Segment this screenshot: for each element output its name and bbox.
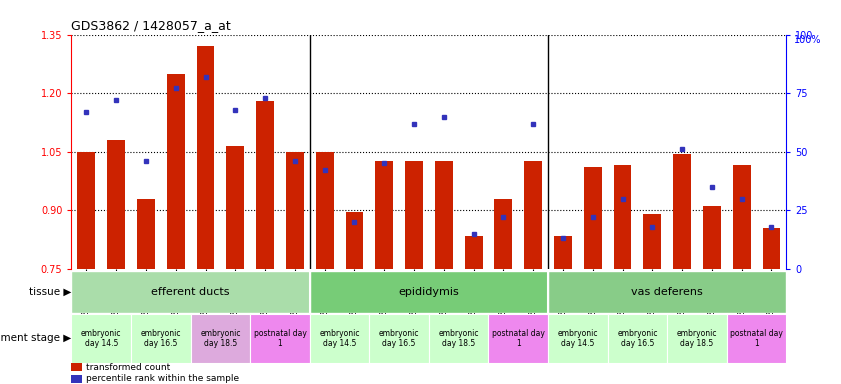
Bar [251, 314, 309, 363]
Text: embryonic
day 18.5: embryonic day 18.5 [438, 329, 479, 348]
Bar [727, 314, 786, 363]
Bar [667, 314, 727, 363]
Text: postnatal day
1: postnatal day 1 [730, 329, 783, 348]
Bar [733, 166, 750, 269]
Text: postnatal day
1: postnatal day 1 [492, 329, 545, 348]
Bar [584, 167, 601, 269]
Bar [226, 146, 244, 269]
Bar [71, 375, 82, 383]
Bar [763, 228, 780, 269]
Bar [71, 363, 82, 371]
Bar [167, 74, 185, 269]
Text: embryonic
day 16.5: embryonic day 16.5 [379, 329, 420, 348]
Text: tissue ▶: tissue ▶ [29, 287, 71, 297]
Text: embryonic
day 14.5: embryonic day 14.5 [81, 329, 121, 348]
Text: embryonic
day 18.5: embryonic day 18.5 [677, 329, 717, 348]
Bar [191, 314, 251, 363]
Bar [369, 314, 429, 363]
Bar [495, 199, 512, 269]
Text: GDS3862 / 1428057_a_at: GDS3862 / 1428057_a_at [71, 19, 231, 32]
Bar [309, 314, 369, 363]
Bar [309, 271, 548, 313]
Bar [405, 161, 423, 269]
Text: epididymis: epididymis [399, 287, 459, 297]
Text: embryonic
day 14.5: embryonic day 14.5 [320, 329, 360, 348]
Bar [703, 206, 721, 269]
Bar [286, 152, 304, 269]
Bar [107, 140, 125, 269]
Text: 100%: 100% [793, 35, 821, 45]
Bar [673, 154, 691, 269]
Bar [257, 101, 274, 269]
Bar [614, 166, 632, 269]
Bar [554, 236, 572, 269]
Text: embryonic
day 14.5: embryonic day 14.5 [558, 329, 598, 348]
Bar [346, 212, 363, 269]
Bar [197, 46, 214, 269]
Bar [429, 314, 489, 363]
Text: transformed count: transformed count [86, 363, 170, 372]
Bar [137, 199, 155, 269]
Bar [548, 271, 786, 313]
Bar [71, 271, 309, 313]
Text: percentile rank within the sample: percentile rank within the sample [86, 374, 239, 384]
Text: embryonic
day 16.5: embryonic day 16.5 [617, 329, 658, 348]
Bar [375, 161, 393, 269]
Text: postnatal day
1: postnatal day 1 [253, 329, 306, 348]
Text: embryonic
day 18.5: embryonic day 18.5 [200, 329, 241, 348]
Bar [607, 314, 667, 363]
Text: embryonic
day 16.5: embryonic day 16.5 [140, 329, 181, 348]
Bar [435, 161, 452, 269]
Bar [131, 314, 191, 363]
Text: efferent ducts: efferent ducts [151, 287, 230, 297]
Bar [548, 314, 607, 363]
Bar [77, 152, 95, 269]
Bar [464, 236, 483, 269]
Text: development stage ▶: development stage ▶ [0, 333, 71, 343]
Bar [71, 314, 131, 363]
Bar [489, 314, 548, 363]
Bar [524, 161, 542, 269]
Bar [643, 214, 661, 269]
Bar [315, 152, 334, 269]
Text: vas deferens: vas deferens [632, 287, 703, 297]
